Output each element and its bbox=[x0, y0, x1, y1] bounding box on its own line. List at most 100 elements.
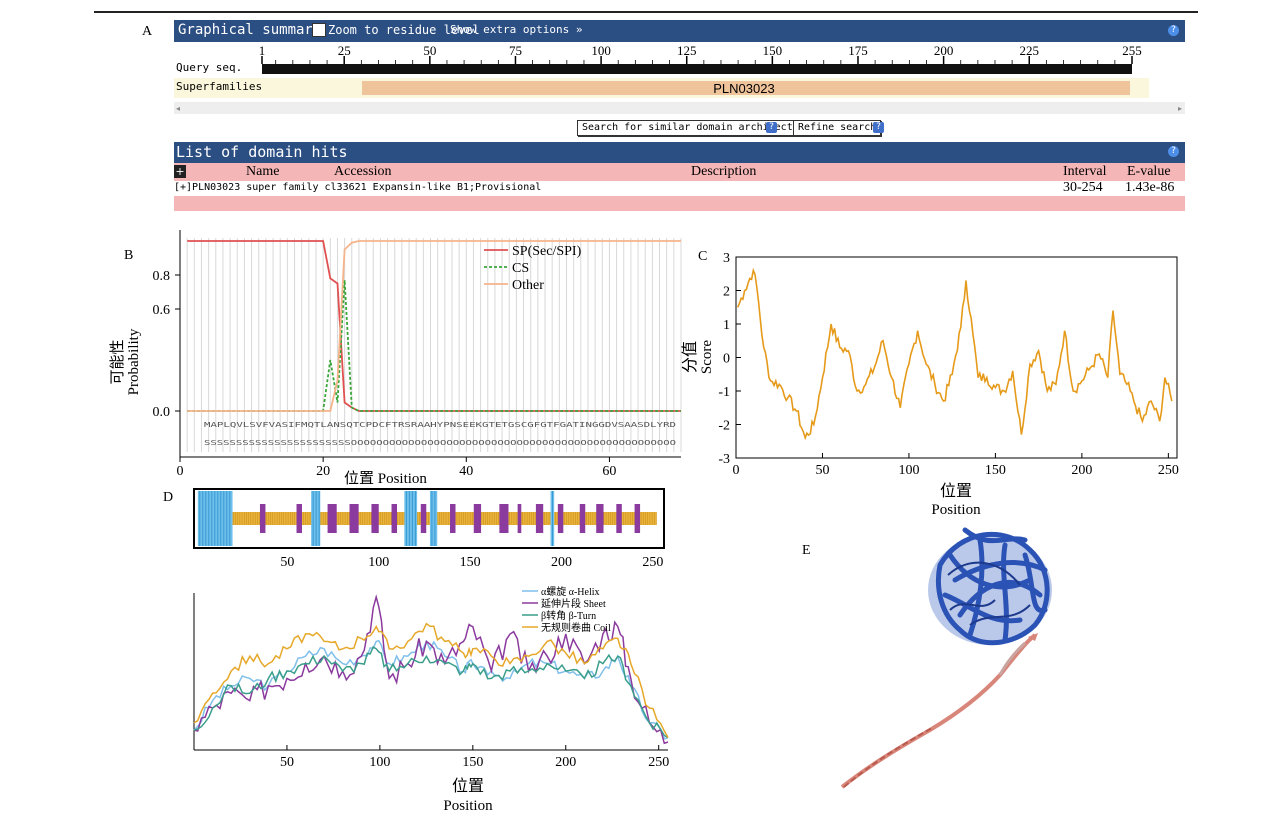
b-x-tick-label: 0 bbox=[177, 464, 184, 479]
d-legend-label: β转角 β-Turn bbox=[541, 609, 596, 622]
query-seq-label: Query seq. bbox=[176, 61, 242, 74]
ruler-tick-label: 225 bbox=[1019, 43, 1039, 58]
sheet-segment bbox=[596, 504, 604, 533]
c-x-tick-label: 0 bbox=[733, 463, 740, 478]
b-series-1 bbox=[187, 280, 681, 412]
coil-track bbox=[228, 512, 657, 525]
d-series-0 bbox=[193, 639, 669, 740]
c-y-tick-label: -1 bbox=[718, 385, 730, 400]
secondary-structure-bar: 50 100 150 200 250 bbox=[193, 488, 665, 570]
hit-row-text[interactable]: [+]PLN03023 super family cl33621 Expansi… bbox=[174, 182, 542, 193]
sheet-segment bbox=[371, 504, 379, 533]
c-x-tick-label: 150 bbox=[985, 463, 1006, 478]
residue-label-row: SSSSSSSSSSSSSSSSSSSSSSSOOOOOOOOOOOOOOOOO… bbox=[204, 439, 676, 447]
panel-label-c: C bbox=[698, 249, 708, 264]
refine-search-button[interactable]: Refine search bbox=[793, 120, 882, 136]
scroll-right-icon[interactable]: ▸ bbox=[1178, 104, 1182, 113]
column-evalue[interactable]: E-value bbox=[1127, 164, 1171, 179]
graphical-summary-title: Graphical summary bbox=[178, 22, 322, 38]
column-interval[interactable]: Interval bbox=[1063, 164, 1107, 179]
d-series-2 bbox=[193, 645, 669, 739]
ruler-tick-label: 200 bbox=[934, 43, 954, 58]
c-x-axis-label-en: Position bbox=[931, 502, 981, 518]
d-x-tick-label: 250 bbox=[648, 755, 669, 770]
sheet-segment bbox=[535, 504, 544, 533]
panel-label-a: A bbox=[142, 24, 153, 39]
hits-help-icon[interactable]: ? bbox=[1168, 146, 1179, 157]
b-y-axis-label-cn: 可能性 bbox=[109, 339, 126, 384]
domain-name-label: PLN03023 bbox=[713, 81, 774, 96]
column-name[interactable]: Name bbox=[246, 164, 280, 179]
sheet-segment bbox=[327, 504, 337, 533]
hits-column-header-row: + Name Accession Description Interval E-… bbox=[174, 163, 1185, 181]
c-y-tick-label: -2 bbox=[718, 419, 730, 434]
d-series-3 bbox=[193, 622, 669, 738]
protein-core-ribbons bbox=[928, 527, 1052, 646]
ruler-tick-label: 150 bbox=[763, 43, 783, 58]
sheet-segment bbox=[473, 504, 482, 533]
hit-evalue: 1.43e-86 bbox=[1125, 180, 1175, 195]
query-seq-bar bbox=[262, 64, 1132, 74]
score-chart: 0 50 100 150 200 250 3 2 1 0 -1 -2 -3 位置 Position 分值… bbox=[681, 251, 1179, 518]
d-x-axis-label-en: Position bbox=[443, 798, 493, 814]
helix-segment bbox=[429, 491, 438, 546]
b-series-0 bbox=[187, 240, 681, 412]
horizontal-scrollbar[interactable] bbox=[174, 102, 1185, 114]
ruler-tick-label: 255 bbox=[1122, 43, 1142, 58]
zoom-label: Zoom to residue level bbox=[328, 23, 480, 37]
sheet-segment bbox=[420, 504, 427, 533]
b-x-tick-label: 40 bbox=[459, 464, 473, 479]
hit-row-detail bbox=[174, 196, 1185, 211]
signal-peptide-chart: 0 20 40 60 0.0 0.6 0.8 MAPLQVLSVFVASIFMQTLANSQ… bbox=[109, 230, 682, 487]
helix-segment bbox=[311, 491, 321, 546]
domain-graphic: 1 25 50 75 100 125 150 175 200 225 255 PLN03023 Qu… bbox=[174, 42, 1185, 117]
c-y-tick-label: -3 bbox=[718, 452, 730, 467]
scroll-left-icon[interactable]: ◂ bbox=[176, 104, 180, 113]
b-x-axis-label: 位置 Position bbox=[344, 470, 427, 487]
ruler-tick-label: 100 bbox=[591, 43, 611, 58]
c-x-tick-label: 100 bbox=[898, 463, 919, 478]
column-accession[interactable]: Accession bbox=[334, 164, 392, 179]
help-icon[interactable]: ? bbox=[1168, 25, 1179, 36]
column-description[interactable]: Description bbox=[691, 164, 757, 179]
d-x-tick-label: 200 bbox=[555, 755, 576, 770]
search-help-icon[interactable]: ? bbox=[766, 122, 777, 133]
d-top-x-tick-label: 250 bbox=[642, 555, 663, 570]
d-series-1 bbox=[193, 594, 669, 745]
graphical-summary-header: Graphical summary Zoom to residue level … bbox=[174, 20, 1185, 42]
ruler-tick-label: 1 bbox=[259, 43, 266, 58]
hit-row[interactable]: [+]PLN03023 super family cl33621 Expansi… bbox=[174, 180, 1185, 196]
n-terminal-coil bbox=[840, 633, 1037, 789]
b-legend-label: Other bbox=[512, 278, 544, 293]
b-x-tick-label: 20 bbox=[316, 464, 330, 479]
expand-all-button[interactable]: + bbox=[174, 165, 186, 178]
sheet-segment bbox=[517, 504, 522, 533]
b-legend-label: CS bbox=[512, 261, 529, 276]
sheet-segment bbox=[499, 504, 509, 533]
score-line bbox=[736, 267, 1173, 441]
ruler-tick-label: 25 bbox=[338, 43, 351, 58]
d-x-axis-label-cn: 位置 bbox=[452, 777, 484, 795]
sheet-segment bbox=[349, 504, 359, 533]
c-x-tick-label: 200 bbox=[1071, 463, 1092, 478]
c-x-tick-label: 50 bbox=[815, 463, 829, 478]
c-y-tick-label: 3 bbox=[723, 251, 730, 266]
panel-label-e: E bbox=[802, 543, 811, 558]
panel-label-d: D bbox=[163, 490, 174, 505]
superfamily-domain-bar[interactable] bbox=[362, 81, 1130, 95]
d-legend-label: 无规则卷曲 Coil bbox=[541, 621, 611, 634]
sheet-segment bbox=[450, 504, 456, 533]
show-extra-options-link[interactable]: Show extra options » bbox=[450, 23, 583, 36]
sheet-segment bbox=[616, 504, 622, 533]
c-y-tick-label: 1 bbox=[723, 318, 730, 333]
refine-help-icon[interactable]: ? bbox=[873, 122, 884, 133]
d-top-x-tick-label: 100 bbox=[368, 555, 389, 570]
search-similar-architectures-button[interactable]: Search for similar domain architectures bbox=[577, 120, 822, 136]
d-legend-label: 延伸片段 Sheet bbox=[541, 597, 606, 610]
d-top-x-tick-label: 50 bbox=[280, 555, 294, 570]
panel-label-b: B bbox=[124, 248, 134, 263]
sheet-segment bbox=[579, 504, 586, 533]
sheet-segment bbox=[391, 504, 398, 533]
zoom-checkbox[interactable] bbox=[312, 23, 326, 37]
